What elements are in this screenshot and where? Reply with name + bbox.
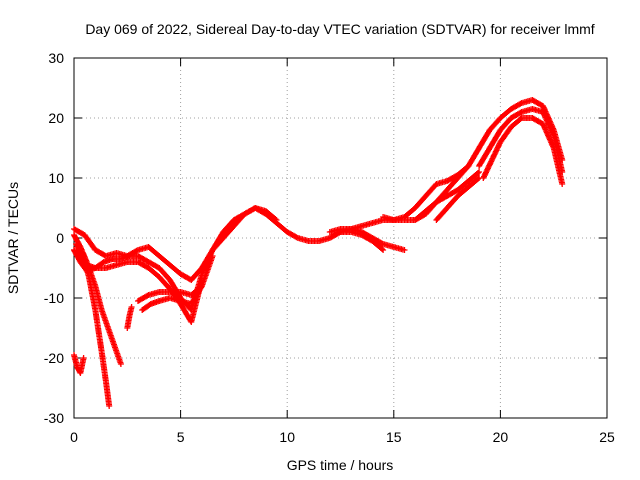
y-tick-label-4: 10	[48, 170, 64, 186]
series-track-7	[73, 241, 113, 409]
y-tick-label-5: 20	[48, 110, 64, 126]
chart-title: Day 069 of 2022, Sidereal Day-to-day VTE…	[85, 21, 594, 37]
y-axis-label: SDTVAR / TECUs	[5, 182, 21, 294]
x-tick-label-3: 15	[386, 429, 402, 445]
series-markers-10	[337, 229, 387, 253]
series-track-5	[139, 253, 216, 313]
series-markers-4	[139, 253, 216, 313]
series-track-9	[124, 304, 135, 331]
x-tick-label-0: 0	[70, 429, 78, 445]
series-track-13	[412, 169, 483, 223]
series-markers-15	[480, 115, 566, 187]
series-markers-12	[412, 169, 483, 223]
y-tick-label-6: 30	[48, 50, 64, 66]
y-tick-label-2: -10	[44, 290, 64, 306]
x-tick-label-5: 25	[599, 429, 615, 445]
x-axis-label: GPS time / hours	[287, 457, 394, 473]
x-tick-label-1: 5	[177, 429, 185, 445]
series-markers-8	[124, 304, 135, 331]
series-track-16	[480, 115, 566, 187]
y-tick-label-3: 0	[56, 230, 64, 246]
axis-ticks: 0 5 10 15 20 25 -30 -20 -10 0 10 20 30	[44, 50, 615, 445]
series-markers-0	[71, 97, 566, 283]
series-markers-13	[433, 175, 483, 223]
x-tick-label-4: 20	[493, 429, 509, 445]
series-track-1	[71, 97, 566, 283]
y-tick-label-1: -20	[44, 350, 64, 366]
y-tick-label-0: -30	[44, 410, 64, 426]
x-tick-label-2: 10	[279, 429, 295, 445]
series-track-11	[337, 229, 387, 253]
data-points	[71, 97, 566, 409]
series-track-8	[71, 352, 87, 376]
series-track-14	[433, 175, 483, 223]
series-markers-7	[71, 352, 87, 376]
series-markers-6	[73, 241, 113, 409]
